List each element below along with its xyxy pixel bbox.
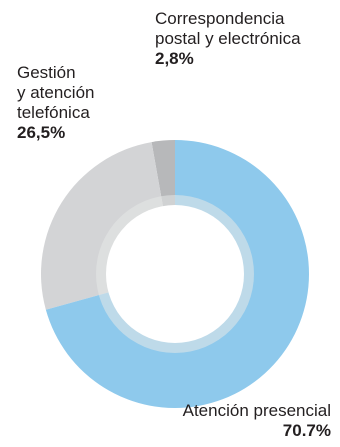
slice-label-correspondencia: Correspondencia postal y electrónica 2,8…	[155, 9, 301, 69]
slice-value-label: 70.7%	[282, 421, 331, 440]
slice-label-line: Gestión	[17, 63, 76, 82]
donut-hole	[106, 205, 244, 343]
slice-label-atencion-presencial: Atención presencial 70.7%	[183, 401, 331, 441]
slice-label-line: Correspondencia	[155, 9, 285, 28]
slice-label-line: y atención	[17, 83, 95, 102]
slice-value-label: 26,5%	[17, 123, 66, 142]
slice-label-line: telefónica	[17, 103, 90, 122]
slice-value-label: 2,8%	[155, 49, 194, 68]
slice-label-line: postal y electrónica	[155, 29, 301, 48]
slice-label-line: Atención presencial	[182, 401, 331, 420]
slice-label-gestion: Gestión y atención telefónica 26,5%	[17, 63, 95, 143]
